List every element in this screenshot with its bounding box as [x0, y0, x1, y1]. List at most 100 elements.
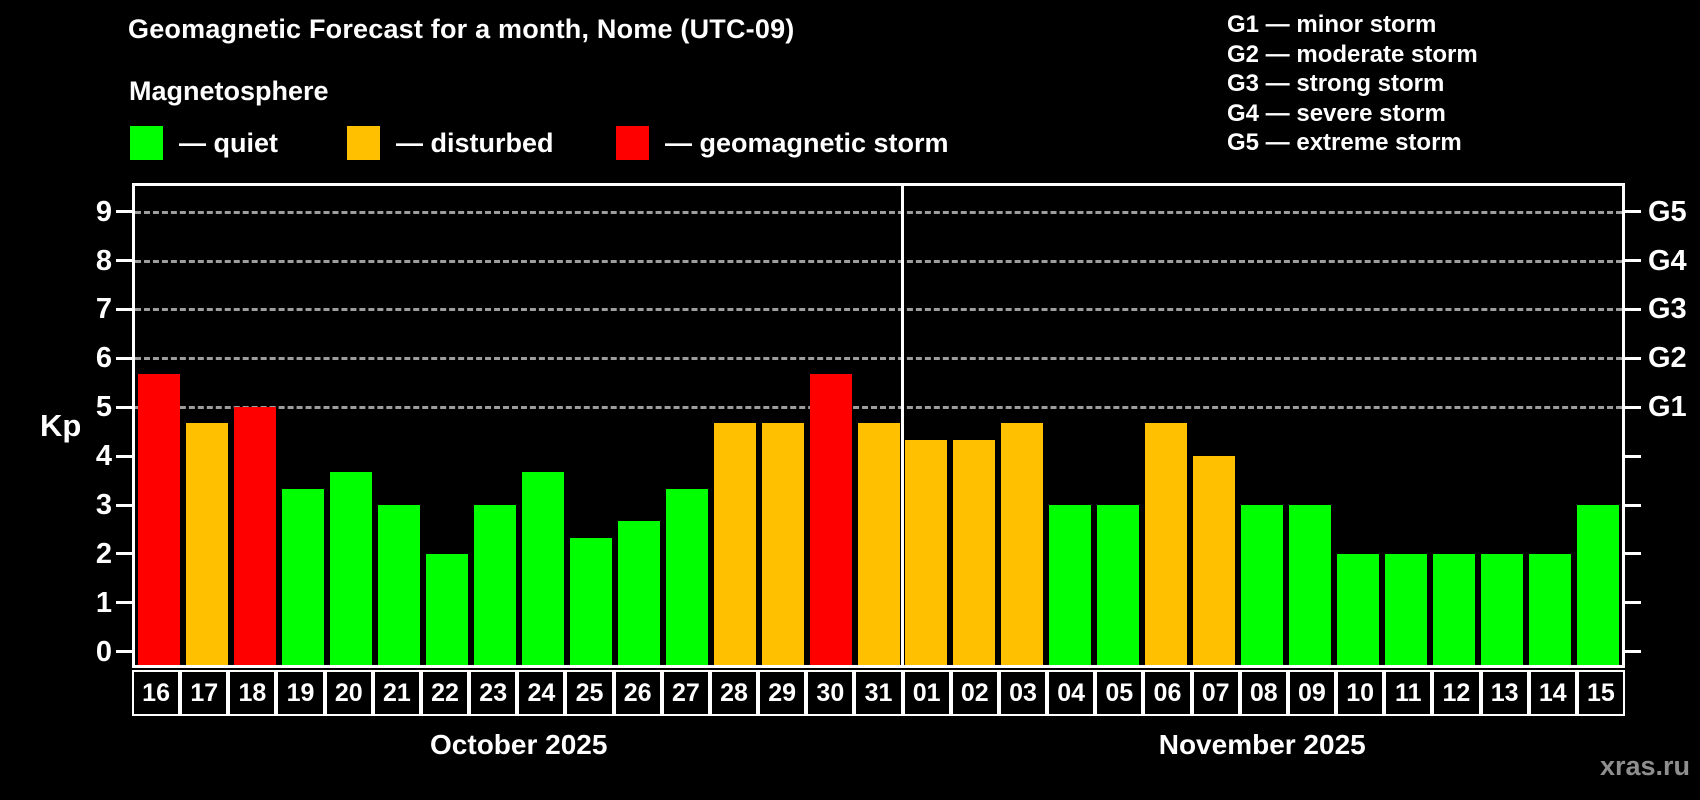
date-cell-13: 13 [1480, 670, 1529, 716]
right-tick-kp-5 [1625, 405, 1641, 409]
bar-day-26 [617, 521, 660, 665]
date-cell-29: 29 [758, 670, 807, 716]
bar-day-02 [953, 439, 996, 665]
left-tick-kp-5 [116, 405, 132, 409]
bar-day-07 [1193, 456, 1236, 665]
y-tick-label-9: 9 [95, 195, 112, 228]
y-tick-label-3: 3 [95, 489, 112, 521]
right-tick-kp-7 [1625, 307, 1641, 311]
right-tick-kp-9 [1625, 210, 1641, 214]
legend-swatch-quiet [130, 126, 163, 160]
right-tick-kp-0 [1625, 650, 1641, 654]
y-tick-label-5: 5 [95, 391, 112, 424]
g-scale-line-3: G3 — strong storm [1227, 70, 1445, 97]
legend-label-quiet: — quiet [179, 127, 278, 158]
chart-subtitle: Magnetosphere [129, 76, 329, 106]
bar-day-21 [377, 505, 420, 665]
left-tick-kp-9 [116, 210, 132, 214]
y-tick-label-8: 8 [95, 244, 112, 277]
date-cell-15: 15 [1576, 670, 1625, 716]
date-cell-07: 07 [1191, 670, 1240, 716]
right-tick-kp-2 [1625, 552, 1641, 556]
y-tick-label-0: 0 [95, 635, 112, 668]
bar-day-30 [809, 374, 852, 665]
date-cell-10: 10 [1336, 670, 1385, 716]
date-cell-09: 09 [1287, 670, 1337, 716]
y-tick-label-1: 1 [95, 586, 112, 619]
bar-day-25 [569, 537, 612, 665]
bar-day-14 [1529, 553, 1572, 665]
bar-day-24 [521, 472, 564, 665]
g-scale-legend: G1 — minor storm G2 — moderate storm G3 — … [1227, 10, 1478, 158]
g-level-label-G2: G2 [1648, 342, 1687, 375]
legend-swatch-disturbed [347, 126, 380, 160]
bar-day-22 [425, 553, 468, 665]
date-cell-31: 31 [854, 670, 903, 716]
g-scale-line-4: G4 — severe storm [1227, 99, 1446, 127]
y-tick-label-2: 2 [95, 537, 112, 570]
date-cell-12: 12 [1432, 670, 1481, 716]
g-level-label-G5: G5 [1648, 195, 1687, 228]
date-cell-21: 21 [372, 670, 421, 716]
date-cell-17: 17 [180, 670, 229, 716]
y-axis-title: Kp [40, 408, 82, 443]
bar-day-04 [1049, 505, 1092, 665]
bar-day-09 [1289, 505, 1332, 665]
date-cell-03: 03 [998, 670, 1048, 716]
date-axis: 16 17 18 19 20 21 22 23 24 25 26 27 28 29 30 31 01 02 03 04… [132, 670, 1625, 716]
bar-day-10 [1337, 553, 1380, 665]
month-label-october: October 2025 [430, 729, 608, 760]
right-tick-kp-8 [1625, 259, 1641, 262]
bar-day-13 [1481, 553, 1524, 665]
date-cell-20: 20 [324, 670, 373, 716]
right-tick-kp-6 [1625, 356, 1641, 360]
left-tick-kp-0 [116, 650, 132, 654]
bar-day-29 [761, 423, 804, 665]
date-cell-04: 04 [1047, 670, 1096, 716]
gridline-kp-8 [135, 259, 1622, 263]
left-tick-kp-6 [116, 356, 132, 360]
g-scale-line-1: G1 — minor storm [1227, 11, 1437, 38]
bar-day-28 [713, 423, 756, 665]
y-tick-label-6: 6 [95, 342, 112, 375]
legend-item-quiet: — quiet [130, 126, 278, 160]
g-scale-line-2: G2 — moderate storm [1227, 40, 1478, 68]
gridline-kp-6 [135, 357, 1622, 361]
gridline-kp-5 [135, 406, 1622, 410]
right-tick-kp-4 [1625, 454, 1641, 458]
date-cell-18: 18 [228, 670, 277, 716]
date-cell-28: 28 [709, 670, 759, 716]
bar-day-20 [329, 472, 372, 665]
date-cell-26: 26 [613, 670, 662, 716]
bar-day-23 [473, 505, 516, 665]
legend-label-storm: — geomagnetic storm [665, 127, 949, 158]
bar-day-18 [233, 407, 276, 665]
date-cell-01: 01 [902, 670, 951, 716]
date-cell-19: 19 [276, 670, 325, 716]
y-tick-label-4: 4 [95, 440, 112, 473]
date-cell-08: 08 [1239, 670, 1288, 716]
bar-day-16 [137, 374, 180, 665]
left-tick-kp-4 [116, 454, 132, 458]
left-tick-kp-8 [116, 259, 132, 262]
bar-day-08 [1241, 505, 1284, 665]
gridline-kp-7 [135, 308, 1622, 312]
y-tick-label-7: 7 [95, 293, 112, 326]
left-tick-kp-2 [116, 552, 132, 556]
date-cell-14: 14 [1528, 670, 1577, 716]
right-tick-kp-3 [1625, 503, 1641, 507]
left-tick-kp-7 [116, 307, 132, 311]
plot-area [132, 183, 1625, 668]
date-cell-16: 16 [132, 670, 181, 716]
bar-day-12 [1433, 553, 1476, 665]
bar-day-31 [857, 423, 900, 665]
gridline-kp-9 [135, 210, 1622, 214]
left-tick-kp-1 [116, 601, 132, 605]
date-cell-23: 23 [469, 670, 518, 716]
legend-item-storm: — geomagnetic storm [616, 126, 949, 160]
legend-item-disturbed: — disturbed [347, 126, 554, 160]
left-tick-kp-3 [116, 503, 132, 507]
month-divider-line [900, 186, 904, 665]
bar-day-19 [281, 488, 324, 665]
